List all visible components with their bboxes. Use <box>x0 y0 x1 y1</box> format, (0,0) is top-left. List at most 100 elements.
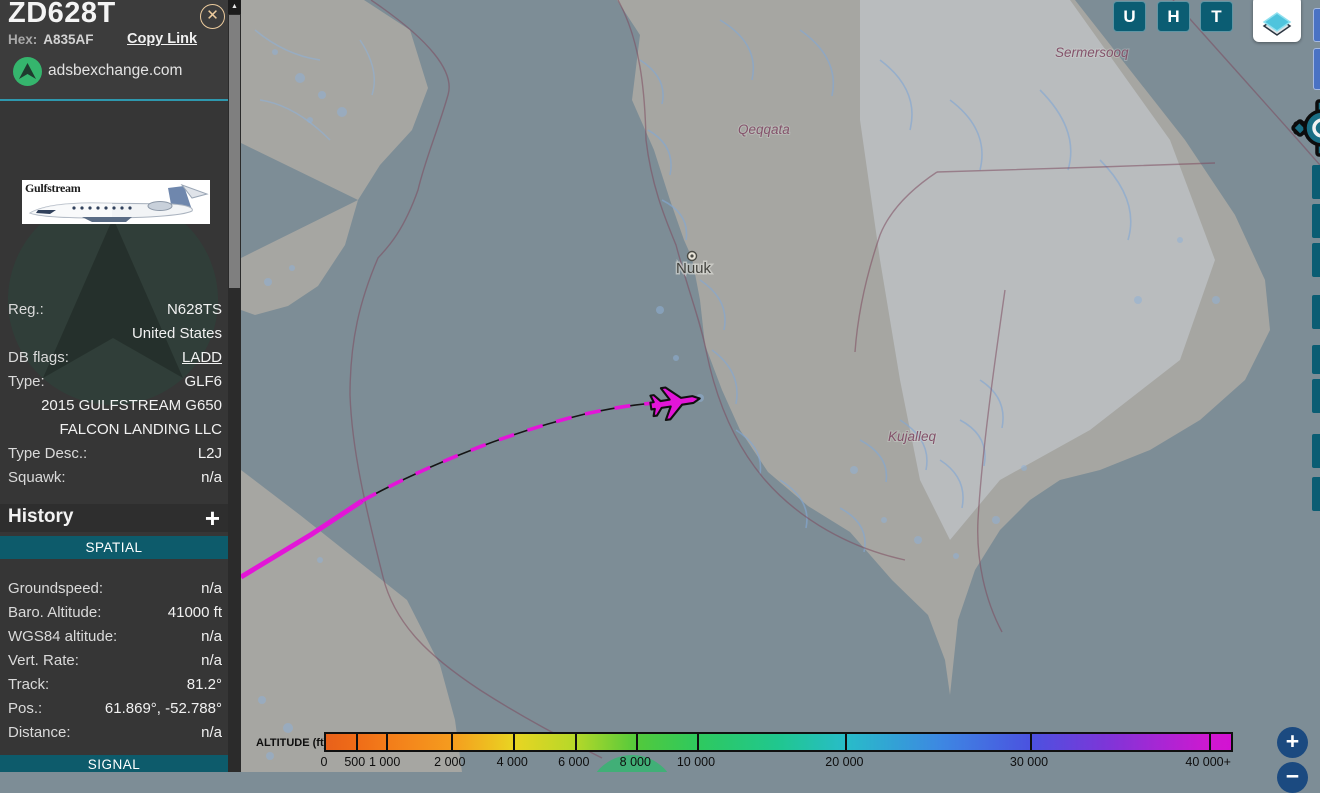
map-admin-boundaries <box>349 0 1320 759</box>
panel-header <box>0 0 228 100</box>
spatial-row: Distance: n/a <box>0 721 228 745</box>
copy-link[interactable]: Copy Link <box>127 31 198 47</box>
history-add-button[interactable]: + <box>204 503 220 533</box>
map-label-sermersooq: Sermersooq <box>1055 45 1129 60</box>
field-row: Reg.: N628TS <box>0 298 228 322</box>
altitude-tick-label: 20 000 <box>825 755 864 769</box>
nuuk-marker <box>686 250 698 262</box>
map-label-qeqqata: Qeqqata <box>738 122 790 137</box>
altitude-tick <box>845 734 848 750</box>
adsbexchange-link[interactable]: adsbexchange.com <box>0 55 228 89</box>
altitude-tick <box>1209 734 1212 750</box>
spatial-row: Vert. Rate: n/a <box>0 649 228 673</box>
field-label: Type Desc.: <box>8 445 88 462</box>
spatial-label: Track: <box>8 676 50 693</box>
section-spatial[interactable]: SPATIAL <box>0 536 228 559</box>
gear-icon <box>1291 99 1320 157</box>
altitude-tick <box>385 734 388 750</box>
field-value: n/a <box>201 469 222 486</box>
spatial-value: n/a <box>201 652 222 669</box>
altitude-tick-label: 10 000 <box>676 755 716 769</box>
map-button-h[interactable]: H <box>1157 1 1190 32</box>
zoom-in-button[interactable]: + <box>1277 727 1308 758</box>
field-row: FALCON LANDING LLC <box>0 418 228 442</box>
altitude-tick-label: 2 000 <box>434 755 466 769</box>
spatial-row: Pos.: 61.869°, -52.788° <box>0 697 228 721</box>
aircraft-icon[interactable] <box>648 383 702 422</box>
edge-button-teal-6[interactable] <box>1312 379 1320 413</box>
field-value: FALCON LANDING LLC <box>59 421 222 438</box>
edge-button-blue-1[interactable] <box>1313 8 1320 42</box>
edge-button-teal-3[interactable] <box>1312 243 1320 277</box>
field-row: DB flags: LADD <box>0 346 228 370</box>
field-value: L2J <box>197 445 222 462</box>
altitude-tick <box>696 734 699 750</box>
field-value: 2015 GULFSTREAM G650 <box>41 397 222 414</box>
settings-gear-button[interactable] <box>1290 98 1320 158</box>
map-button-u[interactable]: U <box>1113 1 1146 32</box>
field-value: United States <box>131 325 222 342</box>
field-row: Type: GLF6 <box>0 370 228 394</box>
edge-button-teal-2[interactable] <box>1312 204 1320 238</box>
altitude-tick <box>636 734 639 750</box>
field-value: N628TS <box>166 301 222 318</box>
field-value[interactable]: LADD <box>181 349 222 366</box>
close-icon[interactable]: ✕ <box>200 4 225 29</box>
history-header: History + <box>0 503 228 533</box>
edge-button-teal-7[interactable] <box>1312 434 1320 468</box>
map-land-greenland <box>617 0 1270 695</box>
spatial-label: Vert. Rate: <box>8 652 79 669</box>
section-signal[interactable]: SIGNAL <box>0 755 228 772</box>
edge-button-teal-1[interactable] <box>1312 165 1320 199</box>
altitude-tick-label: 500 <box>344 755 366 769</box>
altitude-tick-label: 1 000 <box>368 755 401 769</box>
aircraft-photo[interactable]: Gulfstream <box>22 180 210 224</box>
field-label: Squawk: <box>8 469 66 486</box>
field-row: United States <box>0 322 228 346</box>
edge-button-blue-2[interactable] <box>1313 48 1320 90</box>
spatial-row: Groundspeed: n/a <box>0 577 228 601</box>
layers-button[interactable] <box>1253 0 1301 42</box>
spatial-value: 61.869°, -52.788° <box>104 700 222 717</box>
spatial-value: 81.2° <box>186 676 222 693</box>
spatial-label: Baro. Altitude: <box>8 604 102 621</box>
edge-button-teal-4[interactable] <box>1312 295 1320 329</box>
spatial-value: n/a <box>201 724 222 741</box>
altitude-tick-label: 40 000+ <box>1185 755 1231 769</box>
altitude-tick-label: 4 000 <box>496 755 528 769</box>
aircraft-info-panel: ZD628T ✕ Hex: A835AF Copy Link adsbexchan… <box>0 0 241 772</box>
altitude-legend-title: ALTITUDE (ft) <box>256 737 328 749</box>
aircraft-fields: Reg.: N628TS United States DB flags: LADD Typ… <box>0 298 228 490</box>
spatial-label: Distance: <box>8 724 71 741</box>
altitude-tick <box>450 734 453 750</box>
altitude-tick <box>1029 734 1032 750</box>
field-value: GLF6 <box>184 373 222 390</box>
hex-label: Hex: <box>8 32 38 47</box>
spatial-row: Track: 81.2° <box>0 673 228 697</box>
scrollbar-up-icon[interactable]: ▲ <box>228 0 241 14</box>
layers-icon <box>1262 12 1292 36</box>
spatial-label: WGS84 altitude: <box>8 628 118 645</box>
adsbexchange-link-label: adsbexchange.com <box>48 62 183 79</box>
sidebar-scrollbar[interactable]: ▲ <box>228 0 241 772</box>
field-row: Type Desc.: L2J <box>0 442 228 466</box>
callsign-title: ZD628T <box>8 0 116 29</box>
adsbexchange-logo-icon <box>13 57 42 86</box>
spatial-value: n/a <box>201 628 222 645</box>
map-label-kujalleq: Kujalleq <box>888 429 937 444</box>
aircraft-photo-drawing <box>28 183 209 222</box>
altitude-tick-label: 8 000 <box>619 755 651 769</box>
zoom-out-button[interactable]: − <box>1277 762 1308 793</box>
field-row: 2015 GULFSTREAM G650 <box>0 394 228 418</box>
edge-button-teal-5[interactable] <box>1312 345 1320 374</box>
altitude-tick-label: 6 000 <box>558 755 590 769</box>
scrollbar-thumb[interactable] <box>229 15 240 288</box>
altitude-legend-bar <box>324 732 1233 752</box>
spatial-label: Pos.: <box>8 700 43 717</box>
map-button-t[interactable]: T <box>1200 1 1233 32</box>
altitude-tick-label: 0 <box>320 755 328 769</box>
history-title: History <box>8 506 74 527</box>
edge-button-teal-8[interactable] <box>1312 477 1320 511</box>
hex-value: A835AF <box>43 32 94 47</box>
spatial-label: Groundspeed: <box>8 580 104 597</box>
